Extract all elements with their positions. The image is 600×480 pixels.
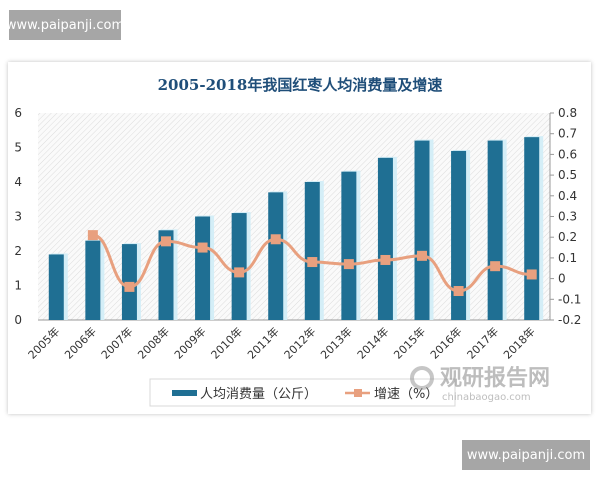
bar xyxy=(231,213,247,320)
x-tick-label: 2005年 xyxy=(25,324,62,361)
watermark-top-left: www.paipanji.com xyxy=(6,10,124,40)
bar xyxy=(377,157,393,320)
bar xyxy=(451,150,467,320)
bar xyxy=(268,192,284,320)
logo-en: chinabaogao.com xyxy=(442,392,531,403)
x-tick-label: 2010年 xyxy=(208,324,245,361)
plot-area xyxy=(38,113,550,320)
logo-cn: 观研报告网 xyxy=(440,366,550,391)
y-right-tick-label: 0.1 xyxy=(558,251,577,265)
x-tick-label: 2009年 xyxy=(171,324,208,361)
growth-marker xyxy=(490,261,501,272)
growth-marker xyxy=(87,230,98,241)
legend: 人均消费量（公斤） 增速（%） xyxy=(149,378,456,407)
growth-marker xyxy=(453,286,464,297)
growth-marker xyxy=(526,269,537,280)
x-tick-label: 2013年 xyxy=(318,324,355,361)
y-left-tick-label: 5 xyxy=(14,141,22,155)
chinabaogao-logo: 观研报告网 chinabaogao.com xyxy=(410,366,550,403)
x-tick-label: 2014年 xyxy=(354,324,391,361)
x-tick-label: 2017年 xyxy=(464,324,501,361)
y-right-tick-label: -0.2 xyxy=(558,313,581,327)
bar xyxy=(85,240,101,320)
y-right-tick-label: -0.1 xyxy=(558,292,581,306)
y-right-tick-label: 0.7 xyxy=(558,127,577,141)
y-right-tick-label: 0.8 xyxy=(558,106,577,120)
watermark-bottom-right: www.paipanji.com xyxy=(462,440,590,470)
legend-label-consumption: 人均消费量（公斤） xyxy=(200,387,317,402)
bar xyxy=(524,137,540,320)
y-left-tick-label: 4 xyxy=(14,175,22,189)
x-tick-label: 2006年 xyxy=(62,324,99,361)
y-right-tick-label: 0.5 xyxy=(558,168,577,182)
legend-bar-swatch xyxy=(172,390,197,396)
growth-marker xyxy=(197,242,208,253)
x-tick-label: 2012年 xyxy=(281,324,318,361)
x-tick-label: 2015年 xyxy=(391,324,428,361)
y-right-tick-label: 0 xyxy=(558,272,566,286)
bar xyxy=(195,216,211,320)
x-tick-label: 2008年 xyxy=(135,324,172,361)
legend-marker-swatch xyxy=(354,389,362,397)
y-left-tick-label: 1 xyxy=(14,279,22,293)
x-tick-label: 2011年 xyxy=(244,324,281,361)
x-tick-label: 2007年 xyxy=(98,324,135,361)
growth-marker xyxy=(307,257,318,268)
y-left-tick-label: 0 xyxy=(14,313,22,327)
growth-marker xyxy=(124,281,135,292)
y-left-tick-label: 3 xyxy=(14,210,22,224)
bar xyxy=(487,140,503,320)
x-tick-label: 2016年 xyxy=(427,324,464,361)
growth-marker xyxy=(343,259,354,270)
growth-marker xyxy=(417,250,427,261)
chart-title: 2005-2018年我国红枣人均消费量及增速 xyxy=(158,76,443,94)
bar xyxy=(48,254,64,320)
growth-marker xyxy=(380,254,391,265)
y-right-tick-label: 0.6 xyxy=(558,147,577,161)
x-tick-label: 2018年 xyxy=(500,324,537,361)
legend-label-growth: 增速（%） xyxy=(374,387,438,402)
legend-box xyxy=(149,378,456,407)
y-left-tick-label: 2 xyxy=(14,244,22,258)
bar xyxy=(341,171,357,320)
y-right-tick-label: 0.2 xyxy=(558,230,577,244)
y-left-tick-label: 6 xyxy=(14,106,22,120)
growth-marker xyxy=(234,267,245,278)
bar xyxy=(414,140,430,320)
y-right-tick-label: 0.3 xyxy=(558,210,577,224)
bar xyxy=(158,230,174,320)
bar xyxy=(304,182,320,320)
y-right-tick-label: 0.4 xyxy=(558,189,577,203)
growth-marker xyxy=(161,236,171,247)
growth-marker xyxy=(270,234,281,245)
